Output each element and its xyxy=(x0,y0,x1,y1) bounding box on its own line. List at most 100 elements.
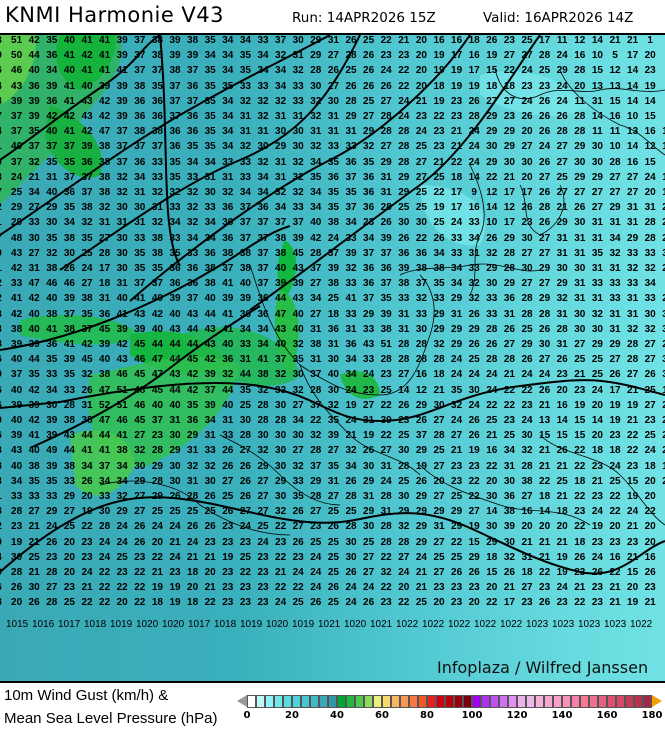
gust-value: 20 xyxy=(627,582,639,594)
gust-value: 25 xyxy=(415,597,427,609)
gust-value: 33 xyxy=(486,308,498,320)
gust-value: 30 xyxy=(327,354,339,366)
gust-value: 18 xyxy=(327,308,339,320)
gust-value: 36 xyxy=(187,80,199,92)
gust-value: 26 xyxy=(591,567,603,578)
gust-value: 25 xyxy=(415,202,427,214)
gust-value: 37 xyxy=(239,202,251,214)
gust-value: 23 xyxy=(451,460,463,472)
gust-value: 31 xyxy=(99,293,111,305)
gust-value: 20 xyxy=(609,521,621,533)
gust-value: 29 xyxy=(486,536,498,548)
gust-value: 26 xyxy=(222,445,234,457)
gust-value: 19 xyxy=(556,551,568,563)
gust-value: 37 xyxy=(134,35,146,46)
gust-value: 42 xyxy=(310,232,322,244)
gust-value: 26 xyxy=(363,65,375,77)
gust-value: 28 xyxy=(574,126,586,138)
gust-value: 33 xyxy=(415,308,427,320)
gust-value: 20 xyxy=(521,171,533,183)
gust-value: 23 xyxy=(380,369,392,381)
gust-value: 36 xyxy=(222,217,234,229)
gust-value: 38 xyxy=(99,171,111,183)
gust-value: 33 xyxy=(363,323,375,335)
gust-value: 27 xyxy=(46,582,58,594)
gust-value: 20 xyxy=(116,597,128,609)
gust-value: 24 xyxy=(591,551,603,563)
gust-value: 34 xyxy=(46,384,58,396)
gust-value: 39 xyxy=(99,339,111,350)
gust-value: 19 xyxy=(486,50,498,62)
gust-value: 27 xyxy=(539,171,551,183)
gust-value: 32 xyxy=(169,187,181,198)
gust-value: 25 xyxy=(169,506,181,518)
gust-value: 33 xyxy=(204,202,216,214)
gust-value: 22 xyxy=(99,582,111,594)
gust-value: 37 xyxy=(134,141,146,153)
gust-value: 37 xyxy=(116,156,128,168)
colorbar-swatch xyxy=(463,695,472,708)
gust-value: 25 xyxy=(451,551,463,563)
gust-value: 23 xyxy=(222,567,234,578)
gust-value: 27 xyxy=(539,232,551,244)
gust-value: 30 xyxy=(169,460,181,472)
colorbar-tick-label: 120 xyxy=(506,710,528,721)
gust-value: 3 xyxy=(0,476,8,487)
gust-value: 6 xyxy=(0,583,8,593)
gust-value: 28 xyxy=(539,308,551,320)
gust-value: 25 xyxy=(644,430,656,442)
gust-value: 40 xyxy=(11,384,23,396)
colorbar-swatch xyxy=(445,695,454,708)
gust-value: 42 xyxy=(11,263,23,274)
gust-value: 32 xyxy=(151,187,163,198)
gust-value: 6 xyxy=(0,431,8,441)
gust-value: 28 xyxy=(380,354,392,366)
gust-value: 19 xyxy=(222,551,234,563)
gust-value: 27 xyxy=(380,95,392,107)
gust-value: 23 xyxy=(591,597,603,609)
gust-value: 30 xyxy=(574,156,586,168)
gust-value: 25 xyxy=(81,247,93,259)
gust-value: 16 xyxy=(659,127,665,137)
gust-value: 22 xyxy=(503,65,515,77)
run-time: Run: 14APR2026 15Z xyxy=(292,10,436,26)
gust-value: 25 xyxy=(609,475,621,487)
gust-value: 26 xyxy=(363,50,375,62)
gust-value: 32 xyxy=(275,369,287,381)
gust-value: 31 xyxy=(345,323,357,335)
gust-value: 28 xyxy=(151,445,163,457)
gust-value: 35 xyxy=(433,278,445,290)
gust-value: 40 xyxy=(169,399,181,411)
gust-value: 27 xyxy=(521,141,533,153)
gust-value: 41 xyxy=(81,35,93,46)
gust-value: 14 xyxy=(486,506,498,518)
gust-value: 42 xyxy=(187,369,199,381)
gust-value: 30 xyxy=(591,156,603,168)
gust-value: 22 xyxy=(116,582,128,594)
gust-value: 31 xyxy=(574,247,586,259)
gust-value: 39 xyxy=(116,35,128,46)
gust-value: 35 xyxy=(169,171,181,183)
gust-value: 30 xyxy=(591,141,603,153)
gust-value: 42 xyxy=(46,111,58,122)
gust-value: 3 xyxy=(0,446,8,456)
gust-value: 21 xyxy=(28,171,40,183)
gust-value: 16 xyxy=(468,202,480,214)
gust-value: 34 xyxy=(609,232,621,244)
gust-value: 24 xyxy=(310,567,322,578)
gust-value: 36 xyxy=(327,323,339,335)
gust-value: 31 xyxy=(609,323,621,335)
gust-value: 35 xyxy=(327,187,339,198)
gust-value: 22 xyxy=(292,582,304,594)
gust-value: 35 xyxy=(327,460,339,472)
gust-value: 34 xyxy=(310,293,322,305)
map-field: 1015 1016 1017 1018 1019 1020 1020 1017 … xyxy=(0,35,665,630)
gust-value: 28 xyxy=(521,460,533,472)
gust-value: 22 xyxy=(627,430,639,442)
gust-value: 40 xyxy=(151,399,163,411)
gust-value: 19 xyxy=(433,50,445,62)
gust-value: 23 xyxy=(591,460,603,472)
gust-value: 2 xyxy=(659,82,665,92)
gust-value: 27 xyxy=(28,506,40,518)
isobar-line xyxy=(29,305,261,449)
